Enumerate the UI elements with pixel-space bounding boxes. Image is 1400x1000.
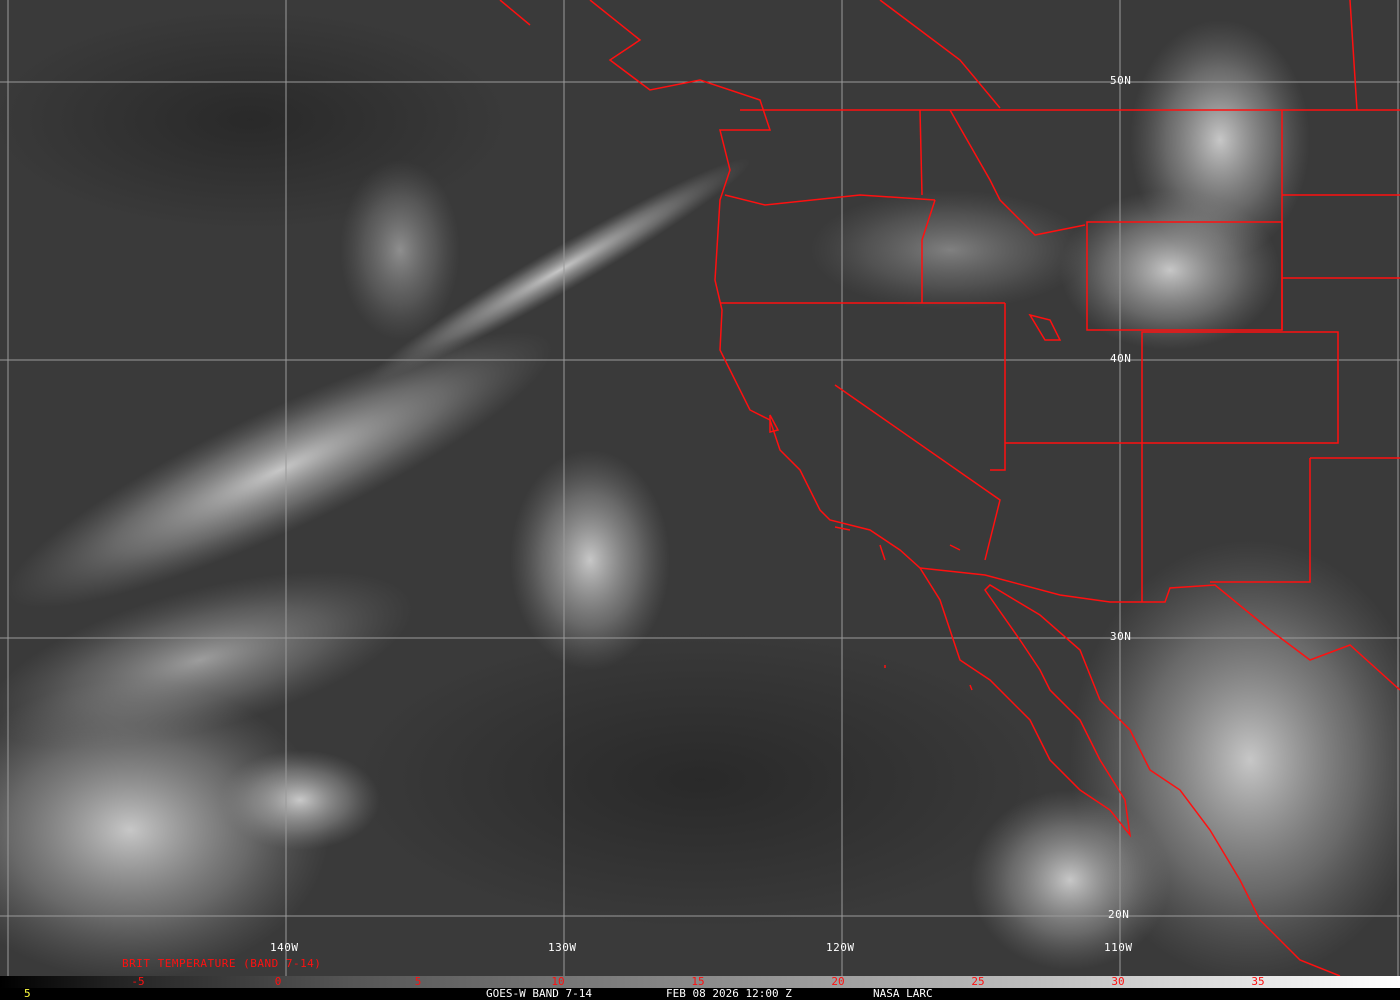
border-us-mexico bbox=[919, 567, 1400, 691]
colorbar-tick: 35 bbox=[1251, 975, 1265, 988]
longitude-label-110w: 110W bbox=[1104, 941, 1133, 954]
political-boundaries bbox=[499, 0, 1400, 976]
state-border-nm bbox=[1210, 458, 1311, 583]
footer-datetime: FEB 08 2026 12:00 Z bbox=[666, 987, 792, 1000]
satellite-map bbox=[0, 0, 1400, 976]
latitude-label-20n: 20N bbox=[1108, 908, 1130, 921]
colorbar-tick: 10 bbox=[551, 975, 565, 988]
colorbar-tick: 0 bbox=[274, 975, 282, 988]
colorbar-tick: 30 bbox=[1111, 975, 1125, 988]
state-border-mt-east bbox=[1281, 110, 1400, 459]
longitude-label-130w: 130W bbox=[548, 941, 577, 954]
border-canada-provinces bbox=[879, 0, 1358, 111]
islands bbox=[769, 313, 1062, 691]
footer-left-value: 5 bbox=[24, 987, 31, 1000]
longitude-label-140w: 140W bbox=[270, 941, 299, 954]
product-title: BRIT TEMPERATURE (BAND 7-14) bbox=[122, 957, 322, 970]
temperature-colorbar: -5 0 5 10 15 20 25 30 35 bbox=[0, 975, 1400, 988]
footer-source: NASA LARC bbox=[873, 987, 933, 1000]
footer-satellite: GOES-W BAND 7-14 bbox=[486, 987, 592, 1000]
colorbar-tick: -5 bbox=[131, 975, 145, 988]
state-border-or-id bbox=[921, 199, 936, 303]
state-border-wa-or bbox=[724, 194, 936, 206]
state-border-ut-co bbox=[1005, 331, 1339, 602]
state-border-ca-nv bbox=[834, 384, 1001, 561]
footer-bar: 5 GOES-W BAND 7-14 FEB 08 2026 12:00 Z N… bbox=[0, 988, 1400, 1000]
graticule bbox=[0, 0, 1400, 976]
latitude-label-40n: 40N bbox=[1110, 352, 1132, 365]
state-border-id-mt bbox=[949, 109, 1086, 236]
latitude-label-30n: 30N bbox=[1110, 630, 1132, 643]
longitude-label-120w: 120W bbox=[826, 941, 855, 954]
colorbar-tick: 25 bbox=[971, 975, 985, 988]
colorbar-tick: 5 bbox=[414, 975, 422, 988]
latitude-label-50n: 50N bbox=[1110, 74, 1132, 87]
colorbar-tick: 20 bbox=[831, 975, 845, 988]
cloud-field bbox=[0, 10, 1400, 976]
coastline bbox=[499, 0, 1341, 976]
state-border-wa-id bbox=[919, 109, 923, 196]
state-border-nv-east bbox=[990, 303, 1006, 471]
colorbar-tick: 15 bbox=[691, 975, 705, 988]
